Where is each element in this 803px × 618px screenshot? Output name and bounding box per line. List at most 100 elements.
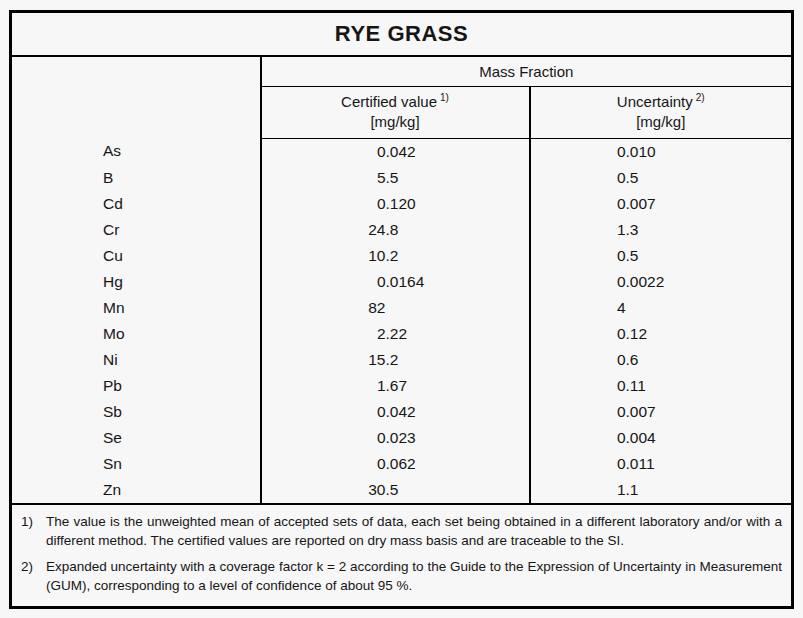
certified-value-int: 15	[262, 351, 386, 369]
uncertainty-value: 1.3	[530, 217, 793, 243]
certified-value-int: 1	[262, 377, 386, 395]
certified-value: 82	[261, 295, 530, 321]
uncertainty-value-int: 0	[531, 247, 626, 265]
element-symbol: Sn	[11, 451, 261, 477]
uncertainty-value-frac: .0022	[626, 273, 665, 291]
table-row: Cd 0.120 0.007	[11, 191, 793, 217]
document-page: RYE GRASS Mass Fraction Certified value1…	[0, 0, 803, 618]
element-column-corner-cell	[11, 56, 261, 138]
uncertainty-value-frac: .12	[626, 325, 648, 343]
element-symbol: Sb	[11, 399, 261, 425]
uncertainty-value-int: 0	[531, 195, 626, 213]
uncertainty-value-int: 0	[531, 143, 626, 161]
table-row: B 5.5 0.5	[11, 165, 793, 191]
certified-value-int: 10	[262, 247, 386, 265]
uncertainty-value: 0.011	[530, 451, 793, 477]
certified-value-frac: .042	[386, 143, 416, 161]
element-symbol: As	[11, 138, 261, 165]
uncertainty-value: 4	[530, 295, 793, 321]
certified-value-frac: .67	[386, 377, 408, 395]
certified-value-frac: .120	[386, 195, 416, 213]
table-row: Sb 0.042 0.007	[11, 399, 793, 425]
table-row: As 0.042 0.010	[11, 138, 793, 165]
title-row: RYE GRASS	[11, 12, 793, 57]
certified-value-int: 0	[262, 273, 386, 291]
certified-value-int: 0	[262, 403, 386, 421]
element-symbol: Ni	[11, 347, 261, 373]
element-symbol: Cu	[11, 243, 261, 269]
uncertainty-value: 0.007	[530, 191, 793, 217]
table-row: Cr 24.8 1.3	[11, 217, 793, 243]
certified-value-frac: .062	[386, 455, 416, 473]
element-symbol: B	[11, 165, 261, 191]
certified-value-frac: .22	[386, 325, 408, 343]
uncertainty-value-int: 0	[531, 351, 626, 369]
footnote-1-text: The value is the unweighted mean of acce…	[46, 512, 785, 550]
certified-value-int: 24	[262, 221, 386, 239]
uncertainty-value-frac: .1	[626, 481, 639, 499]
uncertainty-value: 0.5	[530, 165, 793, 191]
element-symbol: Cr	[11, 217, 261, 243]
table-row: Hg 0.0164 0 .0022	[11, 269, 793, 295]
element-rows: As 0.042 0.010 B 5.5 0.5 Cd 0.120 0.007 …	[11, 138, 793, 504]
uncertainty-unit: [mg/kg]	[531, 112, 792, 132]
uncertainty-header: Uncertainty2) [mg/kg]	[530, 86, 793, 138]
uncertainty-value-int: 0	[531, 325, 626, 343]
certified-value: 2.22	[261, 321, 530, 347]
certified-value: 0.120	[261, 191, 530, 217]
uncertainty-value: 0.004	[530, 425, 793, 451]
certified-value-int: 2	[262, 325, 386, 343]
certified-value-int: 82	[262, 299, 386, 317]
page-title: RYE GRASS	[11, 12, 793, 57]
certified-value-label: Certified value	[341, 93, 437, 110]
element-symbol: Cd	[11, 191, 261, 217]
footnote-2-text: Expanded uncertainty with a coverage fac…	[46, 557, 785, 595]
uncertainty-value-frac: .010	[626, 143, 656, 161]
certified-value-frac: .5	[386, 169, 399, 187]
uncertainty-value-int: 0	[531, 429, 626, 447]
certified-value: 0.062	[261, 451, 530, 477]
element-symbol: Se	[11, 425, 261, 451]
uncertainty-value-frac: .6	[626, 351, 639, 369]
certified-value: 0.0164	[261, 269, 530, 295]
uncertainty-value: 0.6	[530, 347, 793, 373]
certified-value: 15.2	[261, 347, 530, 373]
certified-value: 30.5	[261, 477, 530, 504]
uncertainty-value: 0.5	[530, 243, 793, 269]
uncertainty-value: 1.1	[530, 477, 793, 504]
table-row: Zn 30.5 1.1	[11, 477, 793, 504]
uncertainty-value-int: 0	[531, 455, 626, 473]
uncertainty-value-int: 1	[531, 481, 626, 499]
element-symbol: Pb	[11, 373, 261, 399]
certified-value: 0.023	[261, 425, 530, 451]
rye-grass-certificate-table: RYE GRASS Mass Fraction Certified value1…	[9, 10, 794, 609]
certified-value: 24.8	[261, 217, 530, 243]
table-row: Mn 82 4	[11, 295, 793, 321]
table-row: Ni 15.2 0.6	[11, 347, 793, 373]
certified-value-header: Certified value1) [mg/kg]	[261, 86, 530, 138]
certified-value: 10.2	[261, 243, 530, 269]
element-symbol: Zn	[11, 477, 261, 504]
mass-fraction-header: Mass Fraction	[261, 56, 793, 86]
certified-value: 1.67	[261, 373, 530, 399]
certified-value-frac: .042	[386, 403, 416, 421]
uncertainty-value-frac: .007	[626, 403, 656, 421]
element-symbol: Mo	[11, 321, 261, 347]
table-row: Cu 10.2 0.5	[11, 243, 793, 269]
table-header: RYE GRASS Mass Fraction Certified value1…	[11, 12, 793, 139]
uncertainty-value-frac: .007	[626, 195, 656, 213]
certified-value-frac: .023	[386, 429, 416, 447]
uncertainty-label: Uncertainty	[617, 93, 693, 110]
uncertainty-value-frac: .5	[626, 247, 639, 265]
certified-value-int: 0	[262, 455, 386, 473]
footnote-1: 1) The value is the unweighted mean of a…	[12, 512, 785, 550]
uncertainty-value-int: 4	[531, 299, 626, 317]
uncertainty-value-int: 0	[531, 169, 626, 187]
table-row: Se 0.023 0.004	[11, 425, 793, 451]
certified-value-int: 0	[262, 429, 386, 447]
element-symbol: Hg	[11, 269, 261, 295]
element-symbol: Mn	[11, 295, 261, 321]
uncertainty-value-frac: .11	[626, 377, 646, 395]
certified-value-unit: [mg/kg]	[262, 112, 529, 132]
uncertainty-value-frac: .3	[626, 221, 639, 239]
